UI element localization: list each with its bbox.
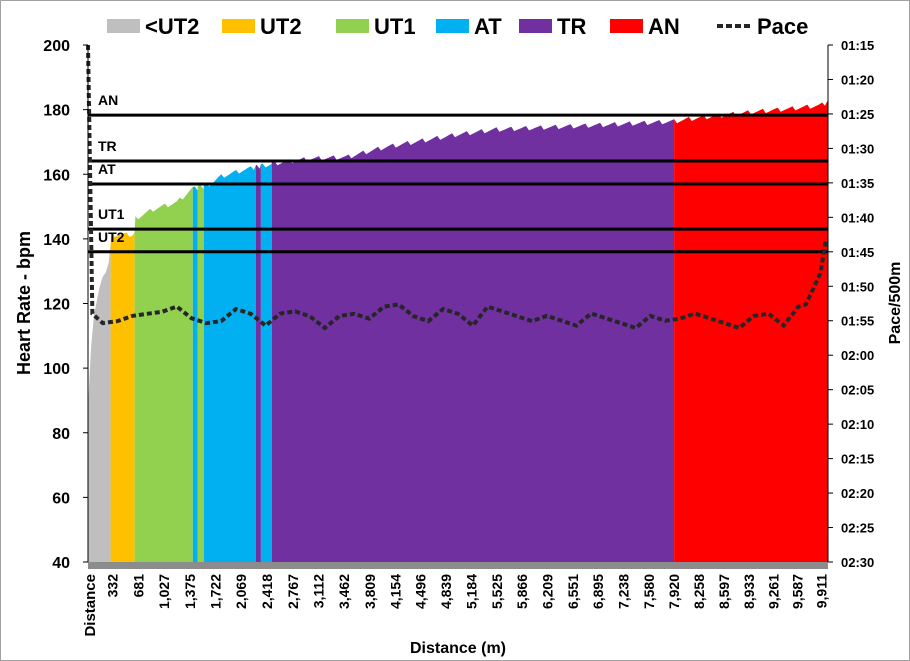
legend-label: AN — [648, 14, 680, 39]
x-tick-label: 4,839 — [438, 574, 454, 609]
x-tick-label: 9,587 — [789, 574, 805, 609]
y2-tick-label: 02:10 — [841, 417, 874, 432]
y2-tick-label: 01:35 — [841, 176, 874, 191]
legend-swatch — [519, 19, 552, 33]
x-tick-label: 5,184 — [464, 574, 480, 609]
x-axis-title: Distance (m) — [410, 640, 506, 657]
x-tick-label: 3,112 — [310, 574, 326, 608]
x-tick-label: Distance — [82, 574, 99, 637]
legend-swatch — [436, 19, 469, 33]
zone-area-at — [260, 161, 272, 562]
x-tick-label: 332 — [105, 574, 121, 598]
pace-series — [86, 44, 828, 331]
x-tick-label: 3,809 — [362, 574, 378, 609]
x-tick-label: 5,866 — [514, 574, 530, 609]
x-tick-label: 6,895 — [590, 574, 606, 609]
x-tick-label: 8,597 — [716, 574, 732, 609]
y2-tick-label: 01:45 — [841, 245, 874, 260]
x-tick-label: 6,209 — [539, 574, 555, 609]
legend-swatch — [610, 19, 643, 33]
y2-axis-title: Pace/500m — [887, 262, 904, 345]
x-tick-label: 2,767 — [285, 574, 301, 609]
legend-label: <UT2 — [145, 14, 199, 39]
legend-label: TR — [557, 14, 586, 39]
y2-tick-label: 02:15 — [841, 452, 874, 467]
x-tick-label: 6,551 — [565, 574, 581, 609]
axes: 40 60 80 100 120 140 160 180 200 01:15 01:20 01:25 0… — [43, 38, 874, 637]
x-tick-label: 2,069 — [233, 574, 249, 609]
legend-label: AT — [474, 14, 502, 39]
legend-swatch — [222, 19, 255, 33]
x-tick-label: 9,911 — [813, 574, 829, 608]
x-tick-label: 5,525 — [489, 574, 505, 609]
zone-threshold-lines: AN TR AT UT1 UT2 — [88, 92, 828, 254]
y-tick-label: 180 — [43, 103, 70, 120]
zone-area-at — [203, 165, 256, 562]
y-tick-label: 120 — [43, 297, 70, 314]
zone-label-an: AN — [98, 92, 118, 108]
x-tick-label: 1,722 — [207, 574, 223, 609]
y2-tick-label: 01:25 — [841, 107, 874, 122]
legend-label: UT2 — [260, 14, 302, 39]
x-axis-band — [88, 562, 828, 569]
zone-area-ut1 — [197, 184, 204, 562]
x-tick-label: 3,462 — [336, 574, 352, 609]
y2-tick-label: 02:20 — [841, 486, 874, 501]
legend-swatch — [336, 19, 369, 33]
y-tick-label: 60 — [52, 490, 70, 507]
zone-label-tr: TR — [98, 138, 117, 154]
zone-area-tr — [272, 119, 675, 562]
y2-tick-label: 02:30 — [841, 555, 874, 570]
legend-swatch — [107, 19, 140, 33]
y-tick-label: 140 — [43, 232, 70, 249]
x-tick-label: 7,580 — [641, 574, 657, 609]
x-tick-label: 2,418 — [259, 574, 275, 609]
y-tick-label: 200 — [43, 38, 70, 55]
x-tick-label: 9,261 — [765, 574, 781, 609]
x-tick-label: 8,933 — [741, 574, 757, 609]
x-tick-label: 1,027 — [156, 574, 172, 609]
y2-tick-label: 01:40 — [841, 210, 874, 225]
zone-area-ut1 — [134, 186, 193, 562]
y-tick-label: 160 — [43, 167, 70, 184]
pace-line — [86, 44, 828, 331]
y-tick-label: 80 — [52, 426, 70, 443]
zone-label-at: AT — [98, 161, 116, 177]
y-tick-label: 100 — [43, 361, 70, 378]
y2-tick-label: 01:20 — [841, 72, 874, 87]
y-axis-title: Heart Rate - bpm — [14, 231, 34, 375]
y-tick-label: 40 — [52, 555, 70, 572]
x-tick-label: 681 — [130, 574, 146, 598]
y2-tick-label: 01:55 — [841, 314, 874, 329]
y2-tick-label: 02:05 — [841, 383, 874, 398]
x-tick-label: 7,238 — [616, 574, 632, 609]
y2-tick-label: 02:25 — [841, 521, 874, 536]
x-tick-label: 4,154 — [387, 574, 403, 609]
x-tick-label: 7,920 — [666, 574, 682, 609]
legend-label: UT1 — [374, 14, 416, 39]
legend-label: Pace — [757, 14, 808, 39]
y2-tick-label: 01:50 — [841, 279, 874, 294]
legend: <UT2 UT2 UT1 AT TR AN Pace — [107, 14, 808, 39]
zone-label-ut1: UT1 — [98, 206, 125, 222]
zone-area-at — [192, 185, 198, 563]
y2-tick-label: 02:00 — [841, 348, 874, 363]
x-tick-label: 1,375 — [182, 574, 198, 609]
x-tick-label: 8,258 — [691, 574, 707, 609]
x-tick-label: 4,496 — [413, 574, 429, 609]
zone-area-tr — [256, 164, 261, 562]
y2-tick-label: 01:30 — [841, 141, 874, 156]
zone-area-an — [674, 99, 828, 563]
y2-tick-label: 01:15 — [841, 38, 874, 53]
zone-label-ut2: UT2 — [98, 229, 125, 245]
zone-area-ut2 — [110, 232, 135, 562]
